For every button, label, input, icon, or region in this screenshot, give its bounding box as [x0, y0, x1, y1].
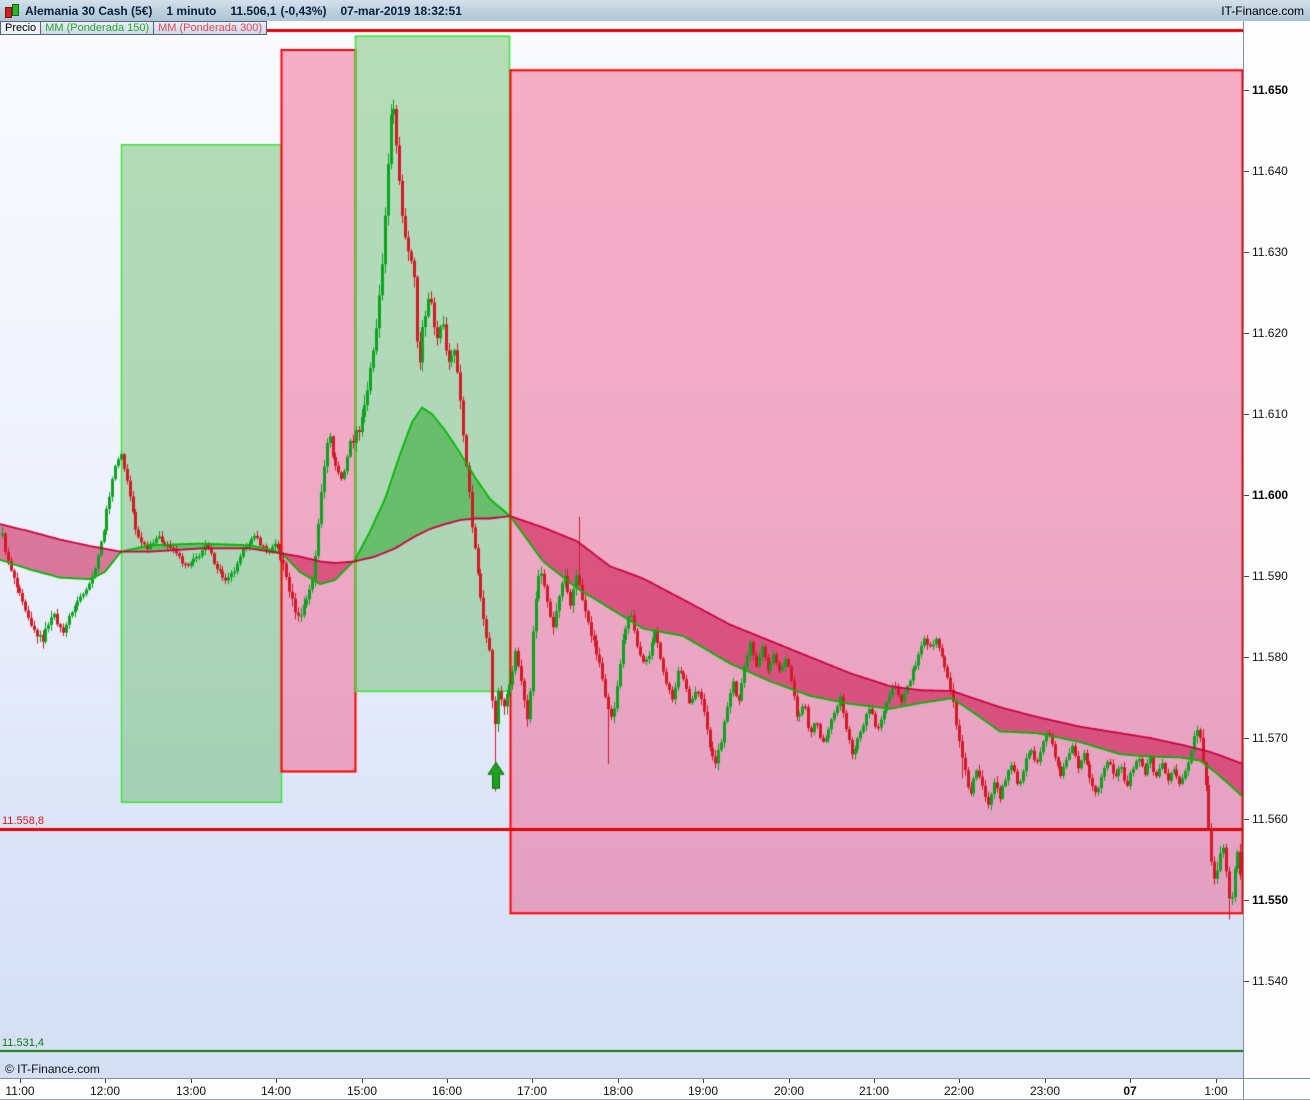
- x-axis-tick: [1216, 1079, 1217, 1083]
- y-axis-tick: [1244, 414, 1249, 415]
- axis-corner: [1243, 1078, 1310, 1100]
- y-axis-label: 11.580: [1252, 650, 1288, 664]
- y-axis-tick: [1244, 171, 1249, 172]
- x-axis-label: 20:00: [773, 1084, 805, 1098]
- tab-precio[interactable]: Precio: [0, 21, 42, 35]
- y-axis-tick: [1244, 819, 1249, 820]
- x-axis-label: 18:00: [602, 1084, 634, 1098]
- y-axis-label: 11.610: [1252, 407, 1288, 421]
- x-axis-tick: [447, 1079, 448, 1083]
- y-axis-tick: [1244, 495, 1249, 496]
- x-axis-tick: [789, 1079, 790, 1083]
- y-axis-label: 11.640: [1252, 164, 1288, 178]
- x-axis-tick: [874, 1079, 875, 1083]
- y-axis-label: 11.600: [1252, 488, 1289, 502]
- x-axis-tick: [959, 1079, 960, 1083]
- x-axis-label: 15:00: [346, 1084, 378, 1098]
- x-axis-tick: [362, 1079, 363, 1083]
- x-axis-tick: [276, 1079, 277, 1083]
- timeframe-label: 1 minuto: [166, 3, 217, 18]
- x-axis-label: 22:00: [943, 1084, 975, 1098]
- x-axis-label: 07: [1123, 1084, 1137, 1098]
- y-axis-tick: [1244, 90, 1249, 91]
- resistance-line-label: 11.558,8: [2, 814, 45, 827]
- x-axis-tick: [1130, 1079, 1131, 1083]
- y-axis-label: 11.570: [1252, 731, 1288, 745]
- x-axis-label: 13:00: [175, 1084, 207, 1098]
- x-axis-label: 1:00: [1204, 1084, 1228, 1098]
- x-axis-tick: [703, 1079, 704, 1083]
- x-axis-label: 11:00: [5, 1084, 35, 1098]
- x-axis-label: 14:00: [260, 1084, 292, 1098]
- instrument-title: Alemania 30 Cash (5€): [25, 3, 153, 18]
- x-axis-label: 19:00: [687, 1084, 719, 1098]
- tab-mm-ponderada-150[interactable]: MM (Ponderada 150): [40, 21, 155, 35]
- x-axis-tick: [1045, 1079, 1046, 1083]
- x-axis-label: 12:00: [89, 1084, 121, 1098]
- x-axis-tick: [532, 1079, 533, 1083]
- x-axis-tick: [618, 1079, 619, 1083]
- y-axis-label: 11.550: [1252, 893, 1289, 907]
- support-line-label: 11.531,4: [2, 1036, 45, 1049]
- y-axis-tick: [1244, 900, 1249, 901]
- indicator-tabs: Precio MM (Ponderada 150) MM (Ponderada …: [0, 21, 268, 35]
- y-axis-tick: [1244, 981, 1249, 982]
- last-price: 11.506,1: [230, 3, 277, 18]
- y-axis-tick: [1244, 252, 1249, 253]
- y-axis-label: 11.630: [1252, 245, 1288, 259]
- x-axis-tick: [105, 1079, 106, 1083]
- tab-mm-ponderada-300[interactable]: MM (Ponderada 300): [153, 21, 268, 35]
- change-percent: (-0,43%): [280, 3, 327, 18]
- y-axis-label: 11.560: [1252, 812, 1288, 826]
- y-axis-label: 11.650: [1252, 83, 1289, 97]
- y-axis-label: 11.620: [1252, 326, 1288, 340]
- x-axis-label: 16:00: [431, 1084, 463, 1098]
- price-axis[interactable]: 11.650 11.640 11.630 11.620 11.610 11.600 11.5…: [1243, 21, 1310, 1078]
- candlestick-icon: [4, 3, 19, 18]
- time-axis[interactable]: 11:00 12:00 13:00 14:00 15:00 16:00 17:00 18:00…: [0, 1078, 1243, 1100]
- x-axis-label: 17:00: [516, 1084, 548, 1098]
- chart-canvas[interactable]: [0, 21, 1243, 1078]
- y-axis-tick: [1244, 576, 1249, 577]
- header-bar: Alemania 30 Cash (5€) 1 minuto 11.506,1 …: [0, 0, 1310, 22]
- y-axis-tick: [1244, 333, 1249, 334]
- y-axis-tick: [1244, 657, 1249, 658]
- y-axis-tick: [1244, 738, 1249, 739]
- copyright-label: © IT-Finance.com: [5, 1062, 100, 1076]
- main-chart-area: Precio MM (Ponderada 150) MM (Ponderada …: [0, 21, 1243, 1078]
- y-axis-label: 11.540: [1252, 974, 1288, 988]
- datetime-label: 07-mar-2019 18:32:51: [340, 3, 462, 18]
- x-axis-tick: [191, 1079, 192, 1083]
- x-axis-tick: [20, 1079, 21, 1083]
- brand-label: IT-Finance.com: [1221, 3, 1304, 18]
- x-axis-label: 21:00: [858, 1084, 890, 1098]
- x-axis-label: 23:00: [1029, 1084, 1061, 1098]
- y-axis-label: 11.590: [1252, 569, 1288, 583]
